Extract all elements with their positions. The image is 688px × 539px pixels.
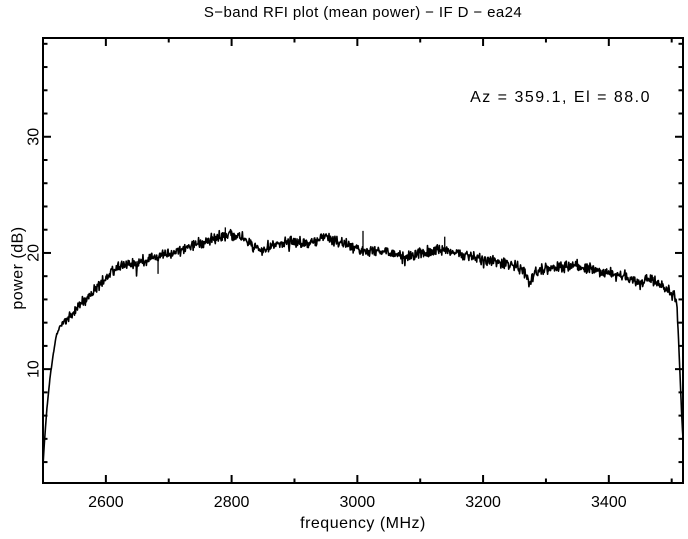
x-tick-label: 3400: [591, 494, 627, 511]
rfi-trace: [42, 228, 684, 467]
az-el-annotation: Az = 359.1, El = 88.0: [470, 89, 651, 106]
chart-title: S−band RFI plot (mean power) − IF D − ea…: [204, 4, 522, 21]
x-tick-label: 2600: [88, 494, 124, 511]
y-tick-label: 20: [26, 244, 43, 262]
y-axis-label: power (dB): [10, 226, 27, 309]
x-tick-label: 3200: [465, 494, 501, 511]
plot-frame: [42, 37, 684, 484]
plot-area: 2600 2800 3000 3200 3400 10 20 30: [26, 37, 684, 511]
y-tick-label: 10: [26, 360, 43, 378]
y-tick-label: 30: [26, 128, 43, 146]
x-tick-label: 2800: [214, 494, 250, 511]
x-axis-label: frequency (MHz): [300, 515, 426, 532]
x-tick-label: 3000: [340, 494, 376, 511]
